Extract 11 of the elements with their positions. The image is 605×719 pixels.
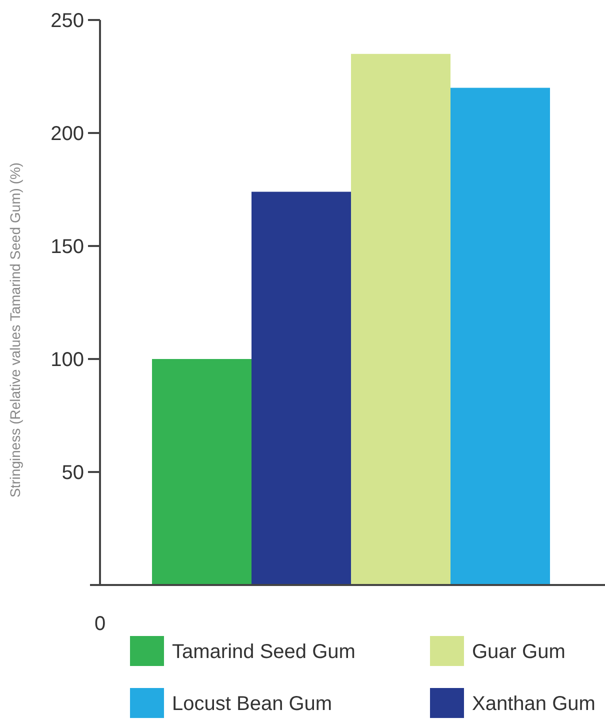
y-tick-label: 200 bbox=[50, 123, 84, 145]
y-tick-label: 150 bbox=[50, 236, 84, 258]
legend-label: Locust Bean Gum bbox=[172, 693, 332, 715]
y-axis-title: Stringiness (Relative values Tamarind Seed Gum) (%) bbox=[7, 162, 23, 498]
legend-label: Guar Gum bbox=[472, 641, 566, 663]
legend-label: Tamarind Seed Gum bbox=[172, 641, 356, 663]
y-tick-label: 50 bbox=[62, 462, 84, 484]
y-tick-label: 100 bbox=[50, 349, 84, 371]
legend-label: Xanthan Gum bbox=[472, 693, 596, 715]
y-tick-label: 250 bbox=[50, 10, 84, 32]
text: 0 bbox=[94, 613, 106, 635]
